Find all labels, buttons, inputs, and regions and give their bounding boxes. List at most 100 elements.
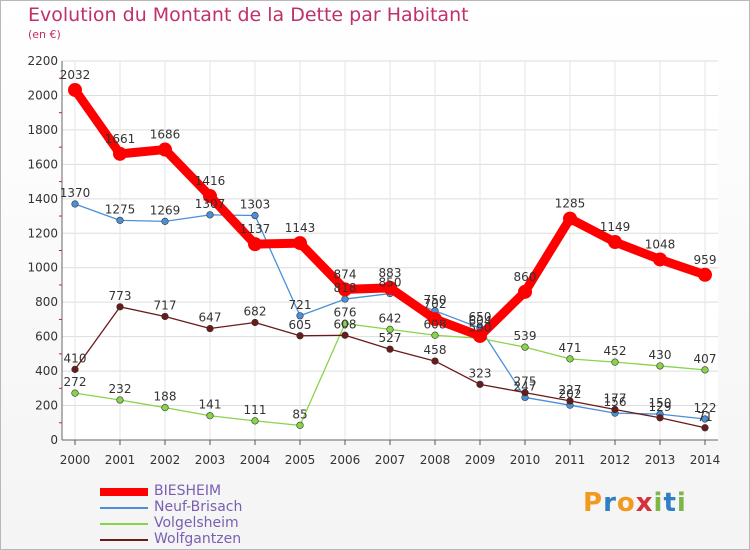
x-tick-label: 2001 — [105, 453, 136, 467]
data-label-wolfgantzen: 177 — [604, 392, 627, 406]
data-point-wolfgantzen — [611, 405, 619, 414]
legend-item-volgelsheim: Volgelsheim — [100, 515, 360, 532]
data-label-neuf-brisach: 721 — [289, 298, 312, 312]
data-label-neuf-brisach: 1303 — [240, 198, 271, 212]
y-tick-label: 800 — [35, 295, 58, 309]
logo-letter: r — [603, 488, 617, 518]
x-tick-label: 2012 — [600, 453, 631, 467]
data-label-volgelsheim: 232 — [109, 382, 132, 396]
data-point-volgelsheim — [566, 355, 574, 363]
data-point-neuf-brisach — [701, 415, 709, 423]
data-point-wolfgantzen — [161, 312, 169, 321]
data-point-biesheim — [113, 146, 127, 161]
data-label-volgelsheim: 141 — [199, 398, 222, 412]
data-point-biesheim — [203, 189, 217, 204]
data-point-neuf-brisach — [161, 217, 169, 225]
data-point-biesheim — [293, 236, 307, 251]
data-label-neuf-brisach: 202 — [559, 387, 582, 401]
data-point-wolfgantzen — [521, 389, 529, 397]
data-point-wolfgantzen — [386, 345, 394, 353]
data-point-neuf-brisach — [206, 211, 214, 219]
y-tick-label: 400 — [35, 364, 58, 378]
data-label-wolfgantzen: 605 — [289, 318, 312, 332]
data-point-wolfgantzen — [566, 397, 574, 405]
data-label-biesheim: 1416 — [195, 174, 226, 188]
line-chart: 0 200 400 600 800 1000 1200 1400 1600 1800 2000 220… — [27, 54, 721, 467]
data-point-wolfgantzen — [341, 331, 349, 339]
data-label-wolfgantzen: 717 — [154, 298, 177, 312]
x-tick-label: 2010 — [510, 453, 541, 467]
logo-letter: o — [616, 488, 636, 518]
y-tick-label: 200 — [35, 399, 58, 413]
data-point-biesheim — [518, 284, 532, 299]
y-tick-label: 1400 — [27, 192, 58, 206]
data-label-volgelsheim: 85 — [292, 407, 307, 421]
y-tick-label: 1000 — [27, 261, 58, 275]
data-label-biesheim: 1661 — [105, 132, 136, 146]
data-label-wolfgantzen: 647 — [199, 311, 222, 325]
data-point-wolfgantzen — [116, 303, 124, 311]
data-label-volgelsheim: 676 — [334, 306, 357, 320]
data-label-wolfgantzen: 323 — [469, 366, 492, 380]
data-point-volgelsheim — [521, 343, 529, 351]
legend-swatch — [100, 507, 148, 509]
data-label-biesheim: 883 — [379, 266, 402, 280]
data-point-neuf-brisach — [71, 200, 79, 208]
data-label-wolfgantzen: 458 — [424, 343, 447, 357]
legend-item-biesheim: BIESHEIM — [100, 483, 360, 500]
x-tick-label: 2005 — [285, 453, 316, 467]
data-point-volgelsheim — [386, 325, 394, 334]
data-label-neuf-brisach: 1370 — [60, 186, 91, 200]
data-label-wolfgantzen: 410 — [64, 351, 87, 365]
data-label-biesheim: 702 — [424, 297, 447, 311]
data-label-wolfgantzen: 773 — [109, 289, 132, 303]
data-label-volgelsheim: 471 — [559, 341, 582, 355]
data-label-neuf-brisach: 247 — [514, 379, 537, 393]
data-label-neuf-brisach: 150 — [649, 396, 672, 410]
data-label-wolfgantzen: 275 — [514, 375, 537, 389]
data-label-neuf-brisach: 156 — [604, 395, 627, 409]
data-label-biesheim: 1137 — [240, 222, 271, 236]
data-label-neuf-brisach: 850 — [379, 276, 402, 290]
data-label-volgelsheim: 111 — [244, 403, 267, 417]
legend-swatch — [100, 523, 148, 525]
legend-swatch — [100, 488, 148, 496]
logo-letter: i — [676, 488, 687, 518]
x-tick-label: 2002 — [150, 453, 181, 467]
y-tick-label: 0 — [50, 433, 58, 447]
data-label-volgelsheim: 590 — [469, 320, 492, 334]
data-label-volgelsheim: 407 — [694, 352, 717, 366]
logo-letter: x — [635, 488, 654, 518]
data-point-biesheim — [608, 235, 622, 250]
x-tick-label: 2014 — [690, 453, 721, 467]
x-tick-label: 2006 — [330, 453, 361, 467]
data-point-neuf-brisach — [116, 216, 124, 224]
data-label-volgelsheim: 642 — [379, 311, 402, 325]
data-point-neuf-brisach — [251, 211, 259, 220]
x-tick-label: 2009 — [465, 453, 496, 467]
data-label-volgelsheim: 539 — [514, 329, 537, 343]
data-label-neuf-brisach: 1269 — [150, 203, 181, 217]
data-point-volgelsheim — [161, 404, 169, 412]
data-label-volgelsheim: 272 — [64, 375, 87, 389]
data-point-volgelsheim — [656, 362, 664, 370]
y-tick-label: 2000 — [27, 88, 58, 102]
chart-subtitle: (en €) — [28, 28, 61, 41]
y-tick-label: 600 — [35, 330, 58, 344]
logo-letter: t — [663, 488, 677, 518]
data-label-neuf-brisach: 750 — [424, 293, 447, 307]
x-tick-label: 2011 — [555, 453, 586, 467]
data-point-wolfgantzen — [701, 424, 709, 432]
legend-item-wolfgantzen: Wolfgantzen — [100, 531, 360, 548]
data-point-biesheim — [383, 280, 397, 295]
data-point-wolfgantzen — [71, 365, 79, 373]
data-point-volgelsheim — [341, 319, 349, 328]
data-label-biesheim: 1149 — [600, 220, 631, 234]
legend-label: Neuf-Brisach — [154, 499, 243, 515]
logo-letter: i — [653, 488, 664, 518]
data-point-biesheim — [563, 211, 577, 226]
data-label-wolfgantzen: 129 — [649, 400, 672, 414]
y-tick-label: 1200 — [27, 226, 58, 240]
chart-title: Evolution du Montant de la Dette par Hab… — [28, 4, 469, 26]
data-point-biesheim — [428, 312, 442, 327]
